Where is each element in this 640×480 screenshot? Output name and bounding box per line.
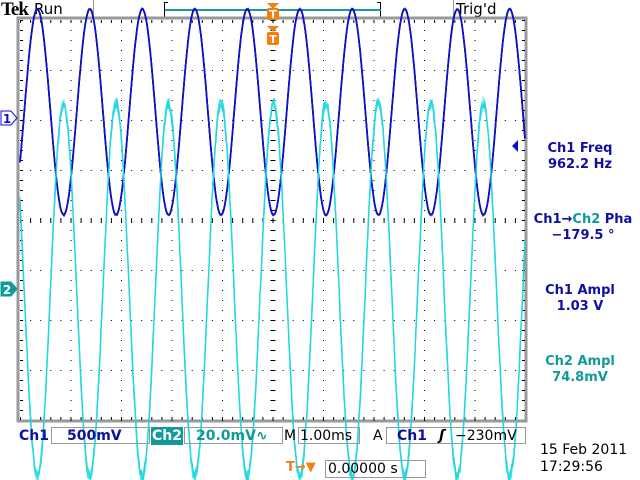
ch1-freq-value: 962.2 Hz [520, 157, 640, 173]
ch2-marker-label: 2 [3, 283, 11, 297]
ch1-marker-label: 1 [3, 112, 11, 126]
ch2-ampl-value: 74.8mV [520, 370, 640, 386]
time: 17:29:56 [540, 458, 603, 476]
ch1-ampl-label: Ch1 Ampl [520, 283, 640, 299]
trigger-position-markers: TT [267, 3, 279, 46]
trigger-marker-label: T [269, 33, 277, 46]
ch1-label[interactable]: Ch1 [19, 427, 49, 445]
date: 15 Feb 2011 [540, 441, 627, 459]
timebase-value[interactable]: 1.00ms [300, 427, 352, 445]
ch2-ampl-label: Ch2 Ampl [520, 354, 640, 370]
arrow-icon: → [562, 212, 573, 227]
trigger-offset[interactable]: 0.00000 s [328, 460, 398, 478]
phase-label: Pha [600, 212, 632, 227]
ch1-ampl-value: 1.03 V [520, 299, 640, 315]
phase-ch1: Ch1 [534, 212, 562, 227]
ch2-waveform [20, 97, 525, 480]
trigger-mode[interactable]: A [373, 427, 383, 445]
trigger-marker-label: T [269, 8, 277, 21]
trigger-level-marker [512, 140, 518, 152]
ch1-scale[interactable]: 500mV [67, 427, 122, 445]
trigger-level[interactable]: −230mV [455, 427, 517, 445]
phase-ch2: Ch2 [572, 212, 600, 227]
graticule [18, 18, 526, 421]
trigger-source[interactable]: Ch1 [397, 427, 427, 445]
trigger-slope-icon: ʃ [439, 427, 445, 445]
ch1-freq-label: Ch1 Freq [520, 141, 640, 157]
ch2-scale[interactable]: 20.0mV∿ [196, 427, 268, 445]
graticule-dots [20, 20, 525, 421]
phase-value: −179.5 ° [526, 228, 640, 244]
timebase-label: M [284, 427, 296, 445]
trigger-offset-icon: T→▼ [286, 459, 316, 477]
ch2-label[interactable]: Ch2 [151, 427, 183, 445]
trigger-arrow-icon [267, 26, 279, 32]
